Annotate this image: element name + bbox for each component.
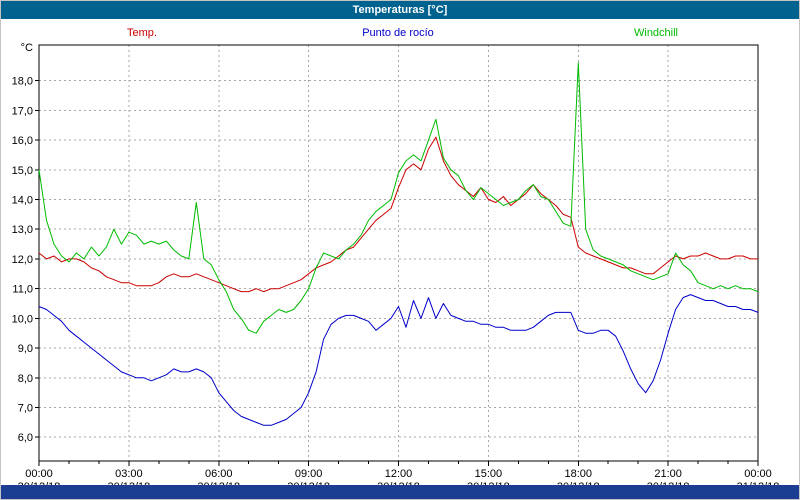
y-tick-label: 10,0: [12, 313, 33, 325]
y-tick-label: 13,0: [12, 224, 33, 236]
temperature-line-chart: 6,0 7,0 8,0 9,0 10,0 11,0 12,0 13,0 14,0 15,0 16,0…: [12, 42, 780, 487]
legend-temp: Temp.: [127, 27, 157, 39]
y-tick-label: 7,0: [18, 403, 33, 415]
bottom-status-bar: [1, 485, 799, 499]
x-tick-date: 30/12/18: [467, 481, 510, 487]
x-tick-time: 09:00: [295, 468, 323, 480]
x-tick-date: 30/12/18: [377, 481, 420, 487]
x-tick-date: 30/12/18: [647, 481, 690, 487]
window-title: Temperaturas [°C]: [352, 4, 448, 16]
x-tick-time: 15:00: [475, 468, 503, 480]
x-tick-date: 30/12/18: [287, 481, 330, 487]
plot-background: [39, 45, 758, 461]
y-tick-label: 11,0: [12, 284, 33, 296]
x-tick-date: 30/12/18: [18, 481, 61, 487]
y-tick-label: 9,0: [18, 343, 33, 355]
y-tick-label: 17,0: [12, 105, 33, 117]
series-line-1: [38, 294, 759, 426]
y-tick-label: 16,0: [12, 135, 33, 147]
y-tick-label: 12,0: [12, 254, 33, 266]
series-line-2: [38, 62, 759, 334]
x-tick-date: 31/12/18: [737, 481, 780, 487]
y-tick-label: 6,0: [18, 432, 33, 444]
y-tick-label: 18,0: [12, 76, 33, 88]
legend-windchill: Windchill: [633, 27, 679, 39]
y-tick-label: 14,0: [12, 195, 33, 207]
chart-panel: Temp. Punto de rocío Windchill 6,0 7,0 8,0…: [1, 19, 799, 487]
x-tick-time: 03:00: [115, 468, 143, 480]
x-tick-time: 00:00: [25, 468, 53, 480]
x-tick-time: 18:00: [564, 468, 592, 480]
y-tick-label: 15,0: [12, 165, 33, 177]
y-axis-unit: °C: [21, 42, 33, 54]
x-tick-time: 21:00: [654, 468, 682, 480]
x-tick-date: 30/12/18: [107, 481, 150, 487]
x-tick-time: 00:00: [744, 468, 772, 480]
y-tick-label: 8,0: [18, 373, 33, 385]
series-line-0: [38, 136, 758, 293]
x-tick-date: 30/12/18: [197, 481, 240, 487]
x-tick-date: 30/12/18: [557, 481, 600, 487]
x-tick-time: 12:00: [385, 468, 413, 480]
legend-dew-point: Punto de rocío: [362, 27, 434, 39]
title-bar: Temperaturas [°C]: [1, 1, 799, 19]
x-tick-time: 06:00: [205, 468, 233, 480]
